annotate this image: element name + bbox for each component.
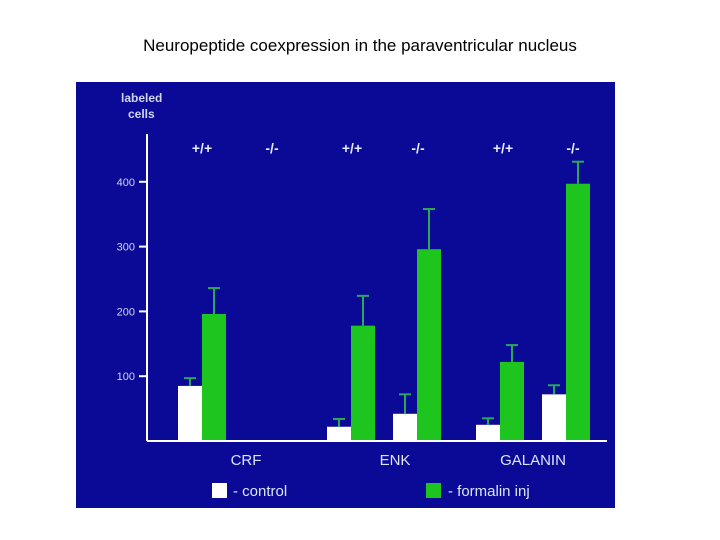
genotype-label: -/- bbox=[566, 140, 580, 156]
genotype-label: +/+ bbox=[192, 140, 212, 156]
chart-title: Neuropeptide coexpression in the paraven… bbox=[143, 36, 577, 55]
bar-formalin bbox=[202, 313, 226, 441]
genotype-label: +/+ bbox=[493, 140, 513, 156]
chart-panel: labeled cells 100 200 300 400 +/+ -/- +/+ -/- +… bbox=[76, 82, 615, 508]
genotype-label: -/- bbox=[411, 140, 425, 156]
category-label: ENK bbox=[380, 452, 411, 469]
y-tick-label: 400 bbox=[117, 177, 135, 189]
y-axis-label-line2: cells bbox=[128, 107, 155, 121]
bar-formalin bbox=[566, 183, 590, 441]
y-tick-label: 100 bbox=[117, 371, 135, 383]
bar-formalin bbox=[500, 361, 524, 441]
genotype-label: +/+ bbox=[342, 140, 362, 156]
bar-control bbox=[327, 426, 351, 441]
legend: - control - formalin inj bbox=[212, 483, 530, 500]
y-axis-label-line1: labeled bbox=[121, 91, 162, 105]
category-label: CRF bbox=[231, 452, 262, 469]
legend-swatch-control bbox=[212, 483, 227, 498]
legend-label-control: - control bbox=[233, 483, 287, 500]
y-axis-ticks: 100 200 300 400 bbox=[117, 177, 147, 383]
legend-swatch-formalin bbox=[426, 483, 441, 498]
category-label: GALANIN bbox=[500, 452, 566, 469]
bars-group bbox=[178, 160, 590, 441]
bar-control bbox=[542, 394, 566, 441]
genotype-labels: +/+ -/- +/+ -/- +/+ -/- bbox=[192, 140, 580, 156]
bar-control bbox=[393, 413, 417, 441]
legend-label-formalin: - formalin inj bbox=[448, 483, 530, 500]
bar-control bbox=[178, 385, 202, 441]
genotype-label: -/- bbox=[265, 140, 279, 156]
bar-control bbox=[476, 424, 500, 441]
axes-group bbox=[146, 134, 607, 442]
category-labels: CRF ENK GALANIN bbox=[231, 452, 566, 469]
bar-formalin bbox=[351, 325, 375, 441]
y-tick-label: 200 bbox=[117, 306, 135, 318]
y-tick-label: 300 bbox=[117, 242, 135, 254]
bar-formalin bbox=[417, 249, 441, 441]
